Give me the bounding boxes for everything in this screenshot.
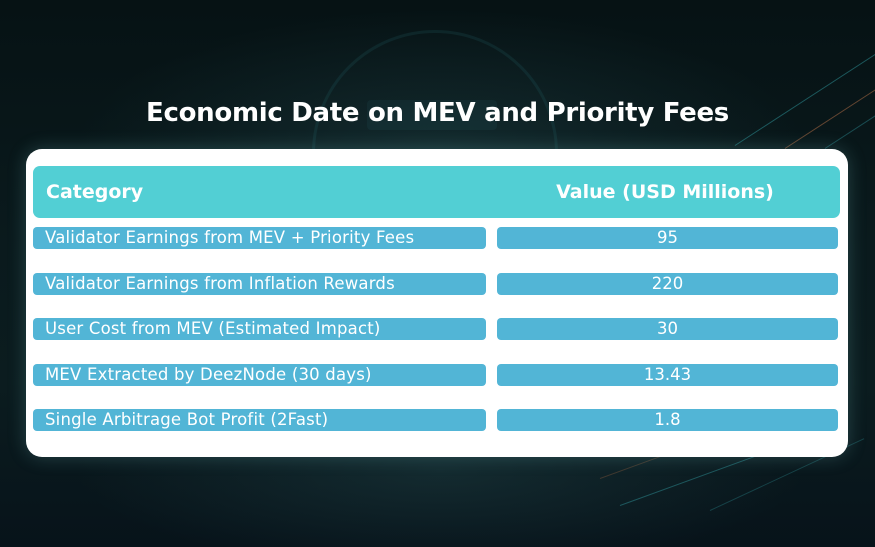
value-cell: 1.8 [497, 409, 838, 431]
category-cell: User Cost from MEV (Estimated Impact) [33, 318, 486, 340]
category-cell: MEV Extracted by DeezNode (30 days) [33, 364, 486, 386]
table-header: Category Value (USD Millions) [33, 166, 840, 218]
table-row: User Cost from MEV (Estimated Impact) 30 [33, 318, 840, 340]
data-table-card: Category Value (USD Millions) Validator … [26, 149, 848, 457]
category-cell: Single Arbitrage Bot Profit (2Fast) [33, 409, 486, 431]
table-row: Single Arbitrage Bot Profit (2Fast) 1.8 [33, 409, 840, 431]
value-cell: 95 [497, 227, 838, 249]
value-cell: 30 [497, 318, 838, 340]
table-row: Validator Earnings from Inflation Reward… [33, 273, 840, 295]
background-line-decoration [619, 453, 762, 506]
background-rect-decoration [367, 100, 497, 130]
column-header-value: Value (USD Millions) [556, 181, 774, 203]
table-row: Validator Earnings from MEV + Priority F… [33, 227, 840, 249]
column-header-category: Category [46, 181, 144, 203]
page-title: Economic Date on MEV and Priority Fees [146, 98, 729, 128]
value-cell: 13.43 [497, 364, 838, 386]
value-cell: 220 [497, 273, 838, 295]
category-cell: Validator Earnings from Inflation Reward… [33, 273, 486, 295]
table-row: MEV Extracted by DeezNode (30 days) 13.4… [33, 364, 840, 386]
category-cell: Validator Earnings from MEV + Priority F… [33, 227, 486, 249]
